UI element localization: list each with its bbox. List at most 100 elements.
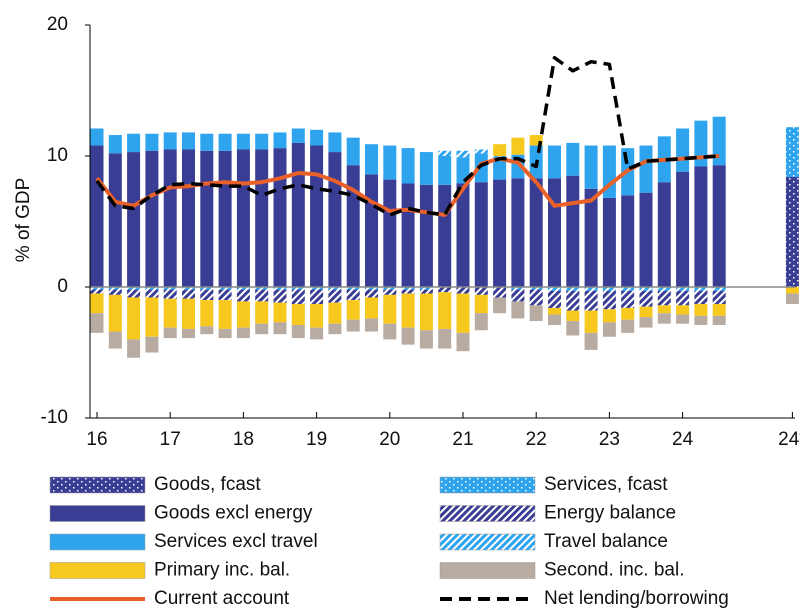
bar-segment bbox=[529, 135, 543, 146]
bar-segment bbox=[548, 307, 561, 315]
bar-segment bbox=[163, 298, 177, 328]
bar-segment bbox=[621, 195, 635, 287]
bar-segment bbox=[712, 304, 726, 316]
bar-segment bbox=[639, 317, 653, 328]
bar-segment bbox=[401, 183, 415, 287]
bar-segment bbox=[676, 305, 690, 315]
bar-segment bbox=[127, 339, 141, 358]
bar-segment bbox=[474, 182, 488, 287]
bar-segment bbox=[511, 289, 525, 302]
bar-segment bbox=[90, 145, 104, 287]
y-tick-label: 0 bbox=[57, 276, 68, 297]
bar-segment bbox=[694, 166, 708, 287]
bar-segment bbox=[785, 176, 799, 287]
legend-item: Goods excl energy bbox=[49, 503, 313, 524]
bar-segment bbox=[419, 293, 433, 331]
bar-segment bbox=[236, 327, 250, 339]
bar-segment bbox=[676, 314, 690, 324]
legend-label: Goods excl energy bbox=[154, 503, 313, 524]
bar-segment bbox=[401, 293, 415, 328]
legend-item: Services excl travel bbox=[49, 531, 318, 552]
x-tick-label: 24 bbox=[672, 429, 694, 450]
bar-segment bbox=[383, 179, 397, 287]
x-tick-label: 20 bbox=[379, 429, 400, 450]
bar-segment bbox=[712, 315, 726, 325]
legend-item: Travel balance bbox=[439, 531, 668, 552]
bar-segment bbox=[163, 289, 177, 299]
bar-segment bbox=[474, 313, 488, 331]
bar-segment bbox=[621, 319, 635, 333]
bar-segment bbox=[365, 144, 378, 175]
bar-segment bbox=[383, 289, 397, 295]
bar-segment bbox=[529, 287, 543, 290]
bar-segment bbox=[90, 289, 104, 294]
bar-segment bbox=[365, 174, 378, 287]
legend-label: Net lending/borrowing bbox=[544, 588, 729, 609]
legend-label: Services excl travel bbox=[154, 531, 318, 552]
y-tick-label: 10 bbox=[47, 145, 68, 166]
bar-segment bbox=[584, 332, 598, 350]
legend-swatch bbox=[49, 476, 146, 494]
bar-segment bbox=[90, 287, 104, 290]
bar-segment bbox=[676, 171, 690, 287]
x-tick-label: 18 bbox=[233, 429, 254, 450]
bar-segment bbox=[182, 132, 195, 150]
legend-swatch bbox=[49, 562, 146, 579]
bar-segment bbox=[383, 294, 397, 324]
bar-segment bbox=[127, 297, 141, 340]
x-tick-label: 19 bbox=[306, 429, 327, 450]
bar-segment bbox=[401, 289, 415, 294]
bar-segment bbox=[310, 129, 324, 146]
bar-segment bbox=[511, 301, 525, 319]
y-tick-label: 20 bbox=[47, 14, 68, 35]
x-tick-label: 17 bbox=[160, 429, 181, 450]
bar-segment bbox=[511, 287, 525, 290]
bar-segment bbox=[200, 289, 214, 301]
bar-segment bbox=[456, 150, 470, 158]
bar-segment bbox=[548, 314, 561, 325]
legend-label: Services, fcast bbox=[544, 474, 668, 495]
legend-swatch bbox=[49, 505, 146, 522]
bar-segment bbox=[273, 132, 287, 149]
bar-segment bbox=[657, 305, 671, 314]
bar-segment bbox=[584, 310, 598, 333]
bar-segment bbox=[365, 318, 378, 332]
x-tick-label: 24* bbox=[778, 429, 800, 450]
bar-segment bbox=[291, 287, 305, 290]
bar-segment bbox=[291, 324, 305, 339]
bar-segment bbox=[310, 287, 324, 290]
bar-segment bbox=[163, 149, 177, 287]
legend-item: Energy balance bbox=[439, 503, 676, 524]
bar-segment bbox=[639, 287, 653, 291]
bar-segment bbox=[163, 287, 177, 290]
legend-item: Second. inc. bal. bbox=[439, 560, 684, 581]
bar-segment bbox=[694, 290, 708, 305]
bar-segment bbox=[493, 179, 507, 287]
bar-segment bbox=[108, 289, 122, 295]
bar-segment bbox=[712, 116, 726, 166]
line-series bbox=[95, 56, 720, 217]
bar-segment bbox=[273, 302, 287, 323]
bar-segment bbox=[401, 287, 415, 290]
bar-segment bbox=[676, 290, 690, 306]
bar-segment bbox=[456, 293, 470, 333]
bar-segment bbox=[383, 287, 397, 290]
bar-segment bbox=[273, 289, 287, 303]
bar-segment bbox=[584, 145, 598, 189]
bar-segment bbox=[346, 137, 360, 166]
bar-segment bbox=[566, 290, 580, 311]
bar-segment bbox=[182, 289, 195, 299]
legend-item: Services, fcast bbox=[439, 474, 668, 495]
bar-segment bbox=[310, 145, 324, 287]
bar-segment bbox=[419, 289, 433, 294]
bar-segment bbox=[529, 178, 543, 287]
bar-segment bbox=[127, 133, 141, 153]
bar-segment bbox=[712, 290, 726, 305]
bar-segment bbox=[310, 289, 324, 305]
bar-segment bbox=[566, 287, 580, 291]
bar-segment bbox=[456, 183, 470, 287]
bar-segment bbox=[200, 150, 214, 287]
bar-segment bbox=[218, 300, 232, 329]
bar-segment bbox=[639, 306, 653, 318]
